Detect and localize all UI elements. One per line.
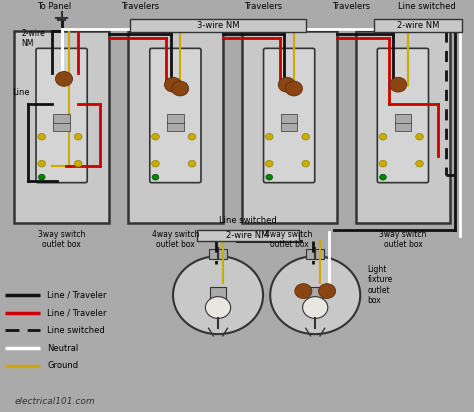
- Circle shape: [265, 133, 273, 140]
- Circle shape: [38, 160, 46, 167]
- Text: Line switched: Line switched: [219, 216, 276, 225]
- Text: 3way switch
outlet box: 3way switch outlet box: [379, 229, 427, 249]
- Circle shape: [266, 174, 273, 180]
- Circle shape: [74, 160, 82, 167]
- Text: 2-wire
NM: 2-wire NM: [21, 29, 45, 48]
- Circle shape: [416, 133, 423, 140]
- Text: Line switched: Line switched: [47, 326, 105, 335]
- Text: Travelers: Travelers: [244, 2, 282, 11]
- Circle shape: [379, 160, 387, 167]
- Text: Ground: Ground: [47, 361, 79, 370]
- Bar: [374, 19, 462, 32]
- Circle shape: [38, 133, 46, 140]
- Text: Travelers: Travelers: [332, 2, 370, 11]
- Circle shape: [205, 297, 231, 318]
- Text: 2-wire NM: 2-wire NM: [227, 231, 269, 240]
- Text: Travelers: Travelers: [121, 2, 159, 11]
- Circle shape: [172, 81, 189, 96]
- Circle shape: [270, 256, 360, 334]
- Bar: [54, 122, 70, 131]
- Bar: [281, 122, 298, 131]
- Bar: [281, 114, 298, 123]
- Circle shape: [302, 160, 310, 167]
- Text: electrical101.com: electrical101.com: [14, 397, 95, 406]
- Circle shape: [379, 133, 387, 140]
- Bar: [306, 249, 324, 259]
- Bar: [54, 114, 70, 123]
- Bar: [209, 249, 227, 259]
- Text: Light
fixture
outlet
box: Light fixture outlet box: [367, 265, 392, 305]
- Text: To Panel: To Panel: [37, 2, 72, 11]
- Text: 3-wire NM: 3-wire NM: [197, 21, 239, 30]
- Bar: [197, 230, 299, 241]
- Circle shape: [152, 174, 159, 180]
- FancyBboxPatch shape: [377, 48, 428, 183]
- Text: Line: Line: [12, 88, 29, 97]
- Bar: [394, 114, 411, 123]
- Text: Line switched: Line switched: [398, 2, 456, 11]
- Circle shape: [188, 133, 196, 140]
- Circle shape: [173, 256, 263, 334]
- Circle shape: [265, 160, 273, 167]
- Bar: [210, 287, 226, 301]
- Circle shape: [380, 174, 386, 180]
- Bar: [242, 31, 337, 223]
- FancyBboxPatch shape: [36, 48, 87, 183]
- Bar: [130, 19, 306, 32]
- Circle shape: [38, 174, 45, 180]
- Circle shape: [295, 284, 312, 298]
- Text: Line / Traveler: Line / Traveler: [47, 290, 107, 300]
- Circle shape: [152, 160, 159, 167]
- Text: Line / Traveler: Line / Traveler: [47, 308, 107, 317]
- Circle shape: [278, 77, 295, 92]
- Circle shape: [302, 133, 310, 140]
- Bar: [307, 287, 323, 301]
- FancyBboxPatch shape: [264, 48, 315, 183]
- Circle shape: [188, 160, 196, 167]
- Circle shape: [302, 297, 328, 318]
- Bar: [356, 31, 450, 223]
- Circle shape: [152, 133, 159, 140]
- Text: 2-wire NM: 2-wire NM: [397, 21, 439, 30]
- Bar: [128, 31, 223, 223]
- Text: 3way switch
outlet box: 3way switch outlet box: [38, 229, 85, 249]
- Circle shape: [74, 133, 82, 140]
- Text: Neutral: Neutral: [47, 344, 79, 353]
- Circle shape: [390, 77, 407, 92]
- Bar: [167, 122, 183, 131]
- Bar: [167, 114, 183, 123]
- Circle shape: [55, 72, 73, 86]
- Circle shape: [416, 160, 423, 167]
- Circle shape: [164, 77, 182, 92]
- Text: 4way switch
outlet box: 4way switch outlet box: [265, 229, 313, 249]
- Bar: [394, 122, 411, 131]
- Bar: [14, 31, 109, 223]
- Circle shape: [319, 284, 336, 298]
- Circle shape: [285, 81, 302, 96]
- Text: 4way switch
outlet box: 4way switch outlet box: [152, 229, 199, 249]
- FancyBboxPatch shape: [150, 48, 201, 183]
